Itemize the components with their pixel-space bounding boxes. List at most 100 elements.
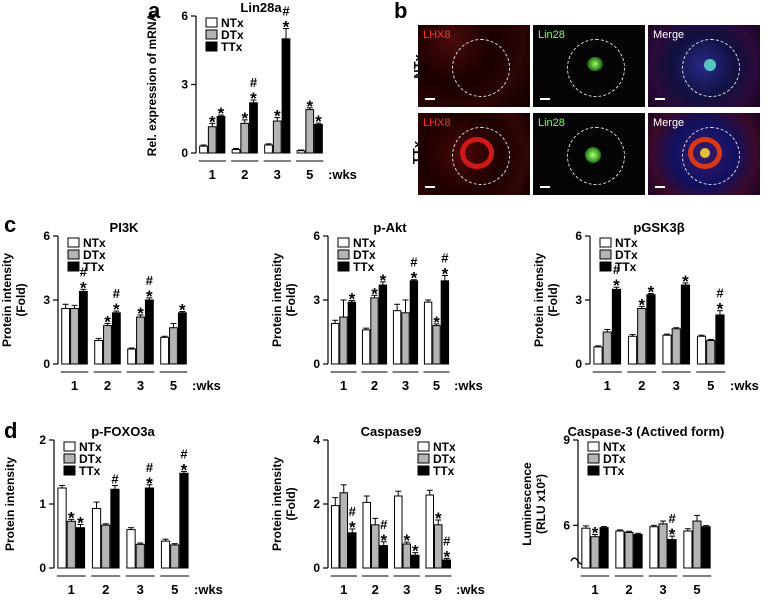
x-tick-label: 3 xyxy=(274,167,281,182)
legend-label: DTx xyxy=(615,248,638,262)
follicle-outline xyxy=(682,127,740,185)
legend-swatch xyxy=(599,261,612,272)
bar xyxy=(593,346,603,365)
bar xyxy=(627,335,638,365)
legend-label: NTx xyxy=(83,236,106,250)
legend-label: NTx xyxy=(615,236,638,250)
significance-hash: # xyxy=(716,286,724,301)
bar xyxy=(696,335,707,365)
bar xyxy=(281,38,291,154)
legend-label: TTx xyxy=(353,260,375,274)
bar xyxy=(330,322,340,365)
significance-hash: # xyxy=(180,446,188,461)
follicle-outline xyxy=(567,127,625,185)
lin28-signal xyxy=(587,57,603,71)
significance-hash: # xyxy=(668,511,676,526)
bar xyxy=(671,328,681,365)
significance-star: * xyxy=(274,107,281,126)
significance-hash: # xyxy=(146,460,154,475)
bar xyxy=(296,150,306,154)
legend-swatch xyxy=(599,237,612,248)
significance-hash: # xyxy=(410,255,418,270)
x-unit-label: :wks xyxy=(730,378,759,393)
x-unit-label: :wks xyxy=(454,378,483,393)
legend-swatch xyxy=(587,441,600,452)
caption-merge: Merge xyxy=(653,117,685,129)
caption-merge: Merge xyxy=(653,29,685,41)
significance-star: * xyxy=(403,531,410,550)
micro-ttx-merge: Merge xyxy=(648,113,760,195)
y-tick-label: 3 xyxy=(313,293,320,307)
x-tick-label: 5 xyxy=(693,582,700,597)
legend-swatch xyxy=(67,249,80,260)
x-tick-label: 1 xyxy=(209,167,216,182)
bar xyxy=(409,280,419,365)
bar xyxy=(347,301,357,365)
x-tick-label: 3 xyxy=(137,582,144,597)
significance-star: * xyxy=(315,112,322,131)
significance-star: * xyxy=(648,283,655,302)
lin28-signal xyxy=(585,147,601,163)
y-tick-label: 0 xyxy=(181,146,188,160)
y-tick-label: 6 xyxy=(313,229,320,243)
significance-hash: # xyxy=(380,517,388,532)
significance-star: * xyxy=(104,312,111,331)
legend-label: DTx xyxy=(603,452,626,466)
bar xyxy=(339,316,348,365)
legend-label: TTx xyxy=(603,464,625,478)
significance-hash: # xyxy=(613,262,621,277)
merge-signal xyxy=(704,59,716,71)
legend-label: NTx xyxy=(221,16,244,30)
y-tick-label: 2 xyxy=(39,433,46,447)
micro-ntx-lin28: Lin28 xyxy=(533,25,645,107)
x-unit-label: :wks xyxy=(456,582,485,597)
bar xyxy=(94,340,104,365)
bar xyxy=(339,492,348,569)
y-axis-label: Protein intensity xyxy=(270,253,284,347)
bar xyxy=(411,554,420,569)
y-tick-label: 1 xyxy=(39,497,46,511)
scale-bar xyxy=(655,98,665,100)
x-tick-label: 1 xyxy=(71,378,78,393)
significance-hash: # xyxy=(111,471,119,486)
chart-title: Caspase9 xyxy=(361,424,422,439)
significance-star: * xyxy=(218,104,225,123)
micro-ttx-lhx8: LHX8 xyxy=(418,113,530,195)
x-tick-label: 1 xyxy=(340,582,347,597)
x-tick-label: 3 xyxy=(659,582,666,597)
bar xyxy=(615,530,625,569)
y-tick-label: 3 xyxy=(181,78,188,92)
bar xyxy=(624,531,634,569)
bar xyxy=(103,325,112,365)
significance-star: * xyxy=(435,509,442,528)
significance-hash: # xyxy=(80,264,88,279)
legend-label: DTx xyxy=(433,452,456,466)
legend-label: NTx xyxy=(79,440,102,454)
bar xyxy=(231,149,241,154)
legend-label: DTx xyxy=(79,452,102,466)
bar xyxy=(75,527,86,569)
y-axis-label: Protein intensity xyxy=(0,253,14,347)
bar xyxy=(249,102,258,154)
y-tick-label: 0 xyxy=(313,561,320,575)
micro-ttx-lin28: Lin28 xyxy=(533,113,645,195)
legend-swatch xyxy=(337,237,350,248)
bar xyxy=(646,294,656,365)
y-axis-label: (RLU x10²) xyxy=(534,474,548,534)
y-axis-label: Rel. expression of mRNA xyxy=(145,12,159,156)
bar xyxy=(78,290,88,365)
legend-swatch xyxy=(599,249,612,260)
y-axis-label: Luminescence xyxy=(520,462,534,546)
merge-signal xyxy=(700,148,710,158)
lhx8-signal xyxy=(460,137,494,169)
legend-label: TTx xyxy=(83,260,105,274)
scale-bar xyxy=(540,186,550,188)
significance-hash: # xyxy=(282,4,290,19)
bar xyxy=(170,544,180,569)
y-axis-label: (Fold) xyxy=(284,487,298,520)
significance-star: * xyxy=(349,289,356,308)
x-tick-label: 3 xyxy=(402,378,409,393)
